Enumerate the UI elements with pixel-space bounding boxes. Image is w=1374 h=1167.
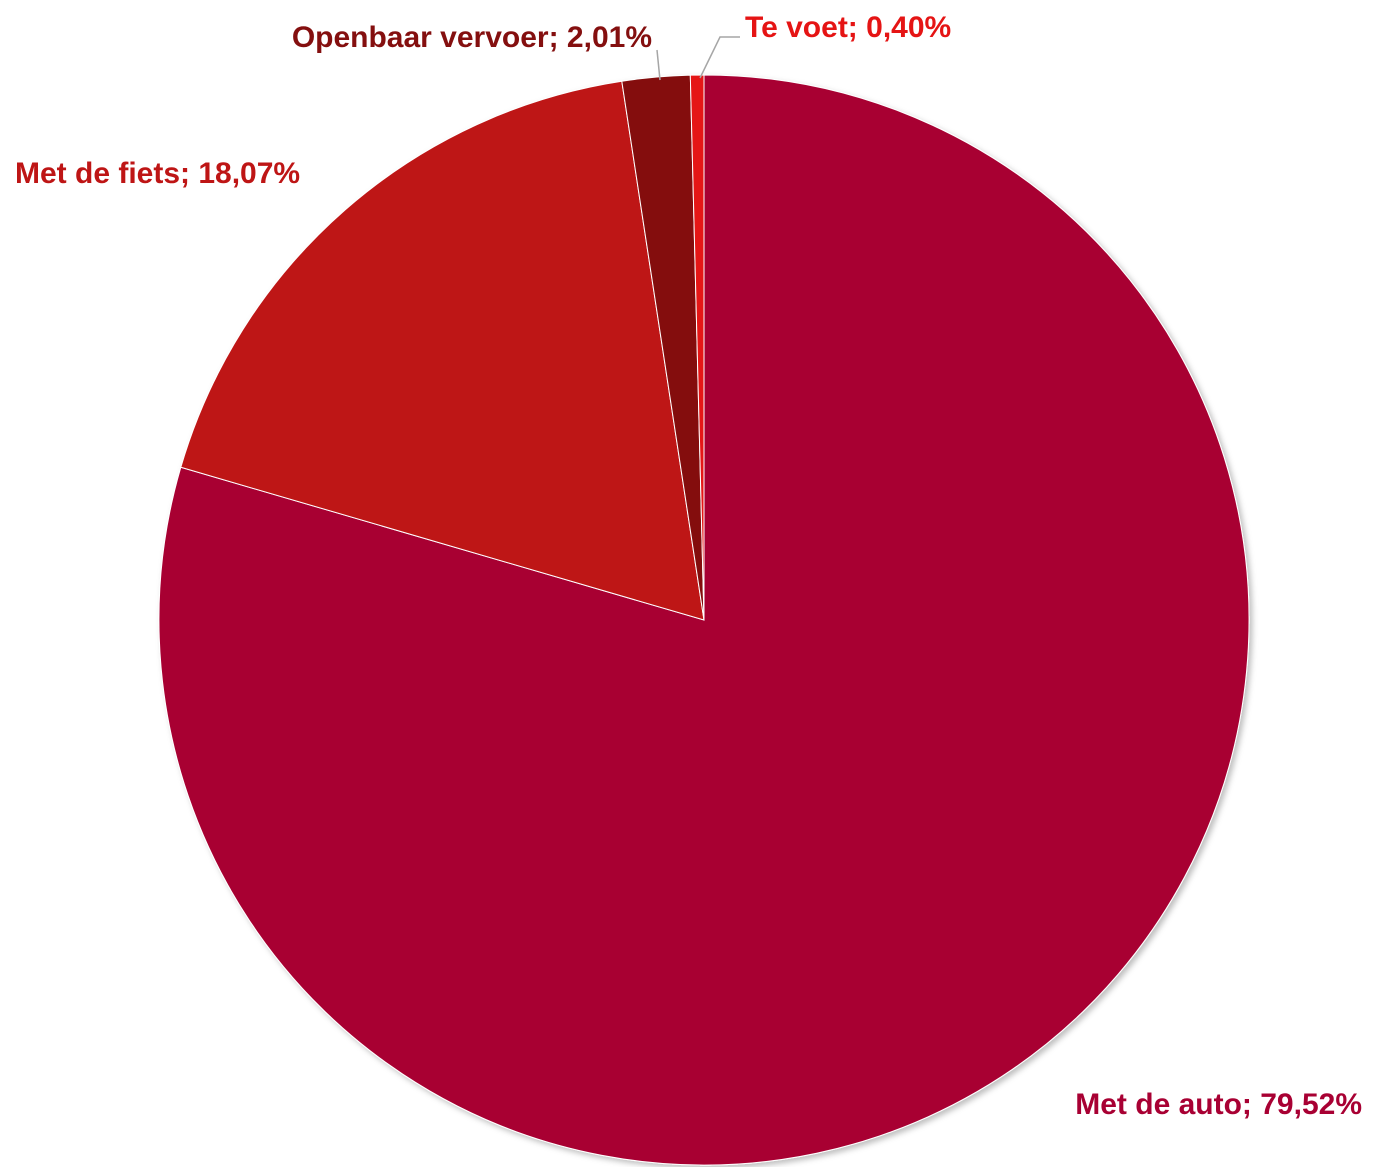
- data-label-met-de-fiets: Met de fiets; 18,07%: [15, 157, 300, 190]
- data-label-te-voet: Te voet; 0,40%: [745, 11, 951, 44]
- pie-slice-te-voet: [689, 74, 705, 621]
- pie-slices: [158, 74, 1250, 1166]
- data-label-openbaar-vervoer: Openbaar vervoer; 2,01%: [292, 21, 652, 54]
- slice-labels: Met de auto; 79,52% Met de fiets; 18,07% O…: [15, 11, 1362, 1121]
- data-label-met-de-auto: Met de auto; 79,52%: [1075, 1088, 1362, 1121]
- pie-slice-met-de-auto: [158, 74, 1250, 1166]
- leader-line-openbaar-vervoer: [656, 49, 661, 81]
- leader-line-te-voet: [699, 36, 740, 79]
- pie-slice-met-de-fiets: [180, 80, 705, 621]
- leader-lines: [656, 36, 740, 81]
